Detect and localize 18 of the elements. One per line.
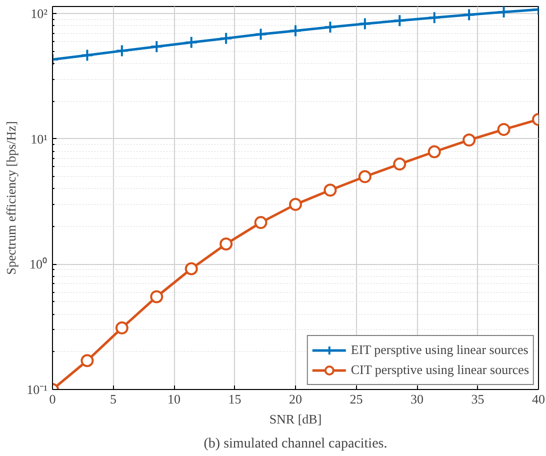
y-tick-label: 10¹: [30, 131, 48, 146]
legend-label: EIT persptive using linear sources: [350, 342, 528, 358]
x-tick-label: 15: [228, 392, 242, 406]
x-tick-label: 5: [110, 392, 116, 406]
x-tick-label: 35: [471, 392, 484, 406]
x-tick-label: 25: [350, 392, 363, 406]
y-tick-label: 10⁰: [30, 256, 48, 272]
x-tick-label: 10: [168, 392, 180, 406]
text: (b) simulated channel capacities.: [204, 436, 388, 452]
y-tick-label: 10²: [30, 6, 48, 22]
y-tick-label: 10⁻¹: [26, 382, 48, 397]
x-tick-label: 20: [289, 392, 302, 406]
y-axis-title: Spectrum efficiency [bps/Hz]: [4, 121, 19, 275]
x-axis-title: SNR [dB]: [269, 412, 322, 426]
x-tick-label: 0: [49, 392, 56, 406]
legend-label: CIT persptive using linear sources: [350, 362, 529, 378]
x-tick-label: 30: [410, 392, 424, 406]
x-tick-label: 40: [532, 392, 545, 406]
